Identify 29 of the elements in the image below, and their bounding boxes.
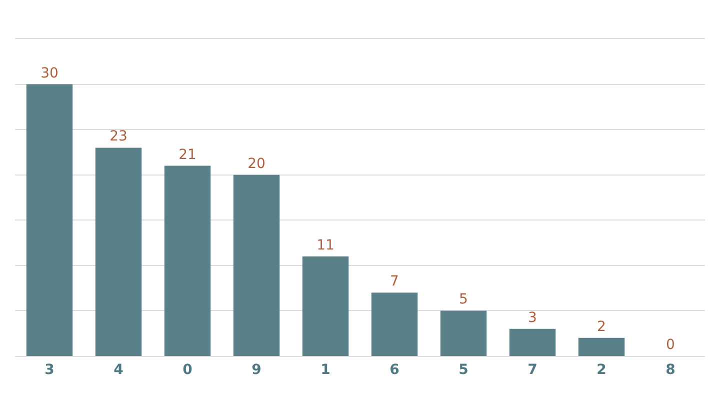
data-label: 7: [390, 274, 399, 290]
bar: [233, 174, 280, 356]
bar: [302, 256, 349, 356]
data-label: 5: [459, 292, 468, 308]
data-label: 2: [597, 318, 606, 335]
x-tick-label: 2: [596, 362, 606, 378]
bar: [95, 148, 142, 356]
data-label: 11: [316, 237, 334, 254]
bar: [164, 166, 211, 356]
x-tick-label: 5: [458, 362, 468, 378]
x-tick-label: 4: [114, 362, 124, 378]
bar: [578, 338, 625, 356]
x-tick-label: 1: [320, 362, 330, 378]
x-tick-label: 8: [666, 362, 676, 378]
x-tick-label: 0: [182, 362, 193, 378]
data-label: 20: [248, 156, 266, 172]
data-label: 30: [40, 65, 58, 82]
bar: [509, 328, 556, 356]
x-tick-label: 7: [528, 362, 538, 378]
bar: [26, 84, 73, 356]
x-tick-label: 6: [390, 362, 400, 378]
data-label: 0: [666, 337, 675, 353]
data-label: 21: [178, 146, 196, 163]
data-label: 23: [110, 128, 128, 145]
x-tick-label: 9: [252, 362, 262, 378]
data-label: 3: [528, 310, 537, 326]
bar: [440, 310, 487, 356]
x-tick-label: 3: [44, 362, 54, 378]
bar: [371, 292, 418, 356]
